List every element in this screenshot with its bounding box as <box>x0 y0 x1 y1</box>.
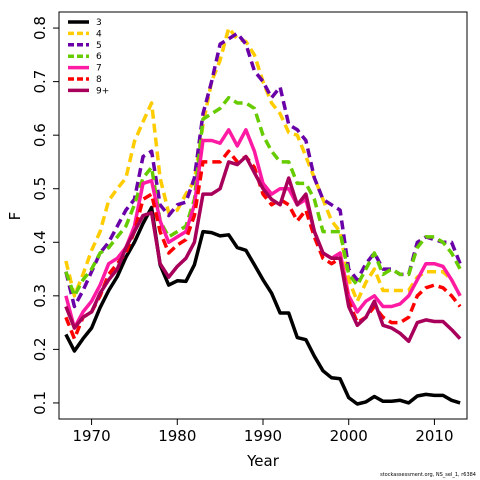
series-line-4 <box>64 26 462 303</box>
y-tick-label-0.6: 0.6 <box>31 123 49 147</box>
x-tick-label-1980: 1980 <box>158 427 196 445</box>
x-tick-label-2000: 2000 <box>330 427 368 445</box>
y-tick-label-0.1: 0.1 <box>31 391 49 415</box>
series-line-6 <box>64 95 462 298</box>
legend-label-9plus: 9+ <box>96 86 109 96</box>
y-tick-label-0.2: 0.2 <box>31 337 49 361</box>
series-line-5 <box>64 31 462 309</box>
y-tick-label-0.3: 0.3 <box>31 284 49 308</box>
y-axis: 0.1 0.2 0.3 0.4 0.5 0.6 0.7 0.8 <box>31 16 59 415</box>
legend-label-7: 7 <box>96 64 102 74</box>
x-axis-label: Year <box>246 452 280 470</box>
legend: 34 56 789+ <box>68 18 109 96</box>
x-axis: 1970 1980 1990 2000 2010 <box>72 419 454 445</box>
x-tick-label-1970: 1970 <box>72 427 110 445</box>
y-axis-label: F <box>6 212 24 221</box>
credit-text: stockassessment.org, NS_sel_1, r6384 <box>380 472 476 478</box>
legend-label-5: 5 <box>96 41 102 51</box>
series-line-9plus <box>64 154 462 344</box>
series-lines <box>64 26 462 406</box>
series-line-3 <box>64 205 461 406</box>
legend-label-6: 6 <box>96 52 102 62</box>
y-tick-label-0.4: 0.4 <box>31 230 49 254</box>
y-tick-label-0.5: 0.5 <box>31 177 49 201</box>
legend-label-8: 8 <box>96 75 102 85</box>
series-line-7 <box>64 128 462 330</box>
legend-label-3: 3 <box>96 18 102 28</box>
legend-label-4: 4 <box>96 29 102 39</box>
plot-area-border <box>58 11 468 420</box>
y-tick-label-0.7: 0.7 <box>31 70 49 94</box>
x-tick-label-1990: 1990 <box>244 427 282 445</box>
x-tick-label-2010: 2010 <box>415 427 453 445</box>
y-tick-label-0.8: 0.8 <box>31 16 49 40</box>
